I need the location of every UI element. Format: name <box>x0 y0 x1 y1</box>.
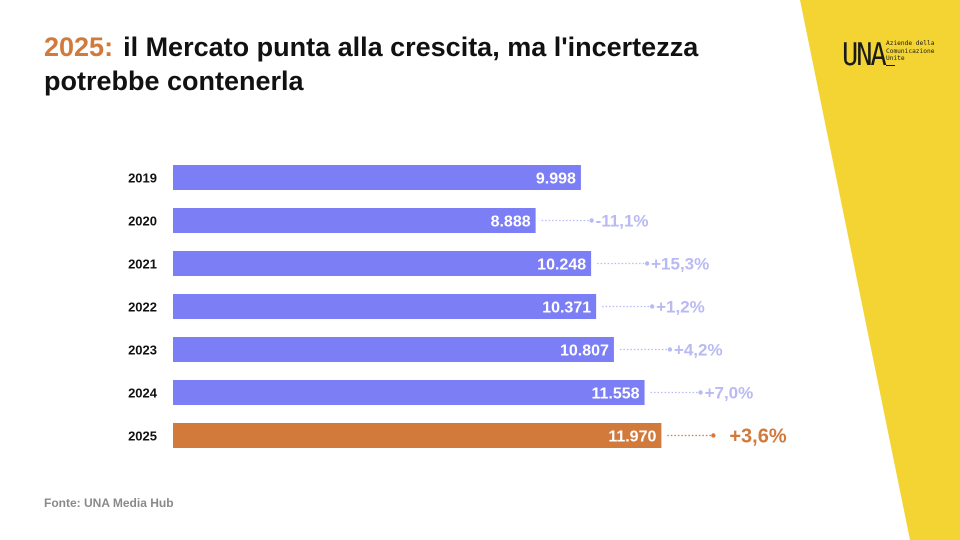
y-axis-label: 2023 <box>128 343 157 358</box>
bar-value-label: 11.970 <box>608 429 656 446</box>
logo-line: Aziende della <box>886 40 935 47</box>
bar-value-label: 9.998 <box>536 171 576 188</box>
change-label: +15,3% <box>651 255 709 274</box>
bar-value-label: 10.371 <box>542 300 591 317</box>
bar <box>173 423 662 448</box>
bar <box>173 208 536 233</box>
connector-dot <box>711 433 716 438</box>
bar <box>173 294 597 319</box>
bar-value-label: 10.807 <box>560 343 609 360</box>
change-label: -11,1% <box>596 212 649 231</box>
logo-line: Unite <box>886 55 905 62</box>
bar <box>173 337 614 362</box>
connector-dot <box>698 390 703 395</box>
connector-dot <box>589 218 594 223</box>
page-title: 2025: il Mercato punta alla crescita, ma … <box>44 30 804 98</box>
y-axis-label: 2020 <box>128 214 157 229</box>
connector-dot <box>649 304 655 309</box>
connector-dot <box>667 347 673 352</box>
title-year: 2025: <box>44 32 114 62</box>
title-text: il Mercato punta alla crescita, ma l'inc… <box>44 32 699 96</box>
logo-text: Aziende della Comunicazione Unite <box>886 40 946 63</box>
change-label: +3,6% <box>729 426 786 448</box>
una-logo: UNA Aziende della Comunicazione Unite <box>842 36 942 76</box>
change-label: +7,0% <box>705 384 754 403</box>
logo-underline <box>886 65 895 66</box>
logo-mark: UNA <box>842 37 887 73</box>
change-label: +4,2% <box>674 341 723 360</box>
bar-value-label: 8.888 <box>491 214 531 231</box>
y-axis-label: 2024 <box>128 386 158 401</box>
y-axis-label: 2019 <box>128 171 157 186</box>
bar <box>173 251 592 276</box>
bar-value-label: 10.248 <box>537 257 586 274</box>
y-axis-label: 2025 <box>128 429 157 444</box>
connector-dot <box>644 261 650 266</box>
logo-line: Comunicazione <box>886 47 935 55</box>
bar-value-label: 11.558 <box>592 386 640 403</box>
source-note: Fonte: UNA Media Hub <box>44 496 174 510</box>
y-axis-label: 2022 <box>128 300 157 315</box>
bar <box>173 380 645 405</box>
change-label: +1,2% <box>656 298 705 317</box>
bar <box>173 165 581 190</box>
y-axis-label: 2021 <box>128 257 157 272</box>
